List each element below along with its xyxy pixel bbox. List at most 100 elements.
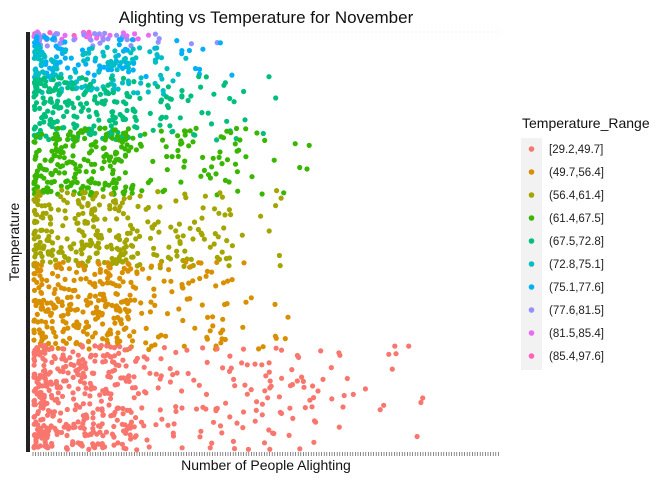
data-point [137,45,143,51]
data-point [179,88,185,94]
data-point [76,360,82,366]
data-point [157,122,163,128]
data-point [218,330,224,336]
data-point [137,193,143,199]
data-point [134,447,140,453]
data-point [46,284,52,290]
data-point [244,391,250,397]
data-point [224,118,230,124]
data-point [227,353,233,359]
data-point [290,415,296,421]
data-point [99,441,105,447]
data-point [150,158,156,164]
data-point [157,376,163,382]
data-point [49,72,56,78]
data-point [115,330,121,336]
data-point [212,231,218,237]
data-point [64,445,70,451]
data-point [35,188,41,194]
data-point [66,286,72,293]
data-point [72,424,78,430]
data-point [169,154,175,160]
data-point [102,353,108,359]
data-point [175,234,181,240]
data-point [84,331,90,337]
data-point [120,411,126,417]
data-point [100,194,106,200]
data-point [217,149,223,155]
data-point [40,416,46,422]
data-point [106,369,112,375]
data-point [96,261,102,267]
data-point [151,245,157,251]
data-point [57,385,64,391]
data-point [64,184,70,190]
data-point [51,104,58,110]
data-point [125,268,131,274]
data-point [256,346,262,352]
data-point [55,390,61,396]
data-point [80,183,86,189]
data-point [211,206,218,212]
data-point [302,405,308,411]
data-point [147,110,153,116]
data-point [88,189,94,195]
data-point [112,367,118,373]
data-point [76,201,82,207]
data-point [66,383,72,389]
data-point [112,320,118,326]
data-point [53,54,60,60]
data-point [100,297,106,303]
data-point [173,228,179,234]
data-point [175,153,181,159]
data-point [139,188,145,194]
data-point [186,143,192,149]
data-point [223,256,229,262]
data-point [226,263,232,269]
data-point [202,193,208,199]
data-point [45,185,51,191]
data-point [51,290,57,296]
data-point [40,245,46,251]
data-point [210,419,217,425]
data-point [119,80,126,86]
data-point [289,381,296,388]
data-point [97,429,103,435]
data-point [145,32,152,38]
data-point [118,317,124,323]
data-point [392,343,398,349]
data-point [38,400,44,406]
data-point [73,269,80,275]
data-point [94,250,100,256]
data-point [62,357,69,363]
data-point [219,430,225,436]
data-point [91,123,97,129]
data-point [74,179,80,186]
data-point [66,256,72,262]
data-point [117,247,124,253]
data-point [141,423,147,429]
data-point [227,414,233,420]
data-point [74,114,80,120]
data-point [60,329,66,335]
data-point [93,243,99,249]
data-point [241,260,247,266]
data-point [249,174,255,180]
data-point [130,46,136,52]
data-point [125,126,131,132]
data-point [73,257,79,264]
data-point [80,195,86,201]
data-point [104,244,110,250]
data-point [226,368,233,374]
data-point [127,432,133,438]
data-point [292,141,298,147]
data-point [106,402,112,408]
data-point [138,75,144,81]
data-point [121,56,127,62]
data-point [200,404,206,410]
data-point [108,75,114,81]
data-point [89,334,96,340]
data-point [252,418,258,424]
data-point [50,413,56,419]
data-point [222,336,228,343]
